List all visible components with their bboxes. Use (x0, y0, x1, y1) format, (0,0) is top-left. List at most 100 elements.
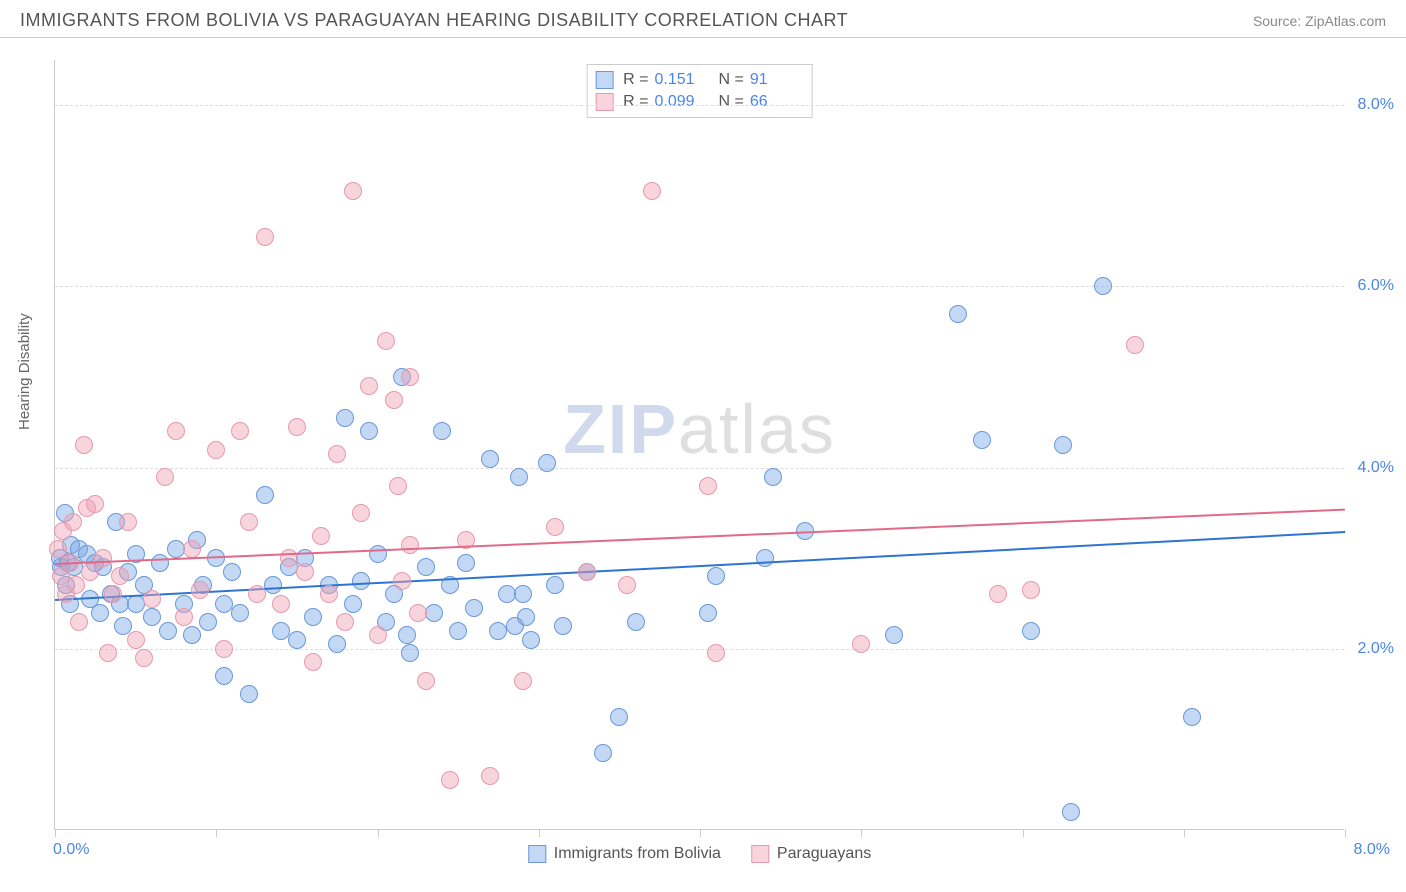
y-tick-label: 8.0% (1350, 96, 1394, 114)
data-point-paraguay (393, 572, 411, 590)
chart-plot-area: ZIPatlas R = 0.151 N = 91 R = 0.099 N = … (54, 60, 1344, 830)
y-axis-title: Hearing Disability (16, 313, 33, 430)
data-point-paraguay (328, 445, 346, 463)
y-tick-label: 6.0% (1350, 277, 1394, 295)
data-point-bolivia (328, 635, 346, 653)
x-tick (1023, 829, 1024, 837)
data-point-bolivia (510, 468, 528, 486)
data-point-bolivia (756, 549, 774, 567)
data-point-bolivia (304, 608, 322, 626)
data-point-bolivia (514, 585, 532, 603)
data-point-paraguay (296, 563, 314, 581)
data-point-paraguay (94, 549, 112, 567)
data-point-paraguay (248, 585, 266, 603)
data-point-paraguay (272, 595, 290, 613)
data-point-bolivia (554, 617, 572, 635)
data-point-paraguay (86, 495, 104, 513)
data-point-paraguay (67, 576, 85, 594)
grid-line (55, 468, 1344, 469)
data-point-bolivia (449, 622, 467, 640)
data-point-bolivia (231, 604, 249, 622)
y-tick-label: 4.0% (1350, 459, 1394, 477)
x-tick (1345, 829, 1346, 837)
data-point-bolivia (522, 631, 540, 649)
swatch-bolivia-icon (528, 845, 546, 863)
data-point-bolivia (699, 604, 717, 622)
data-point-paraguay (119, 513, 137, 531)
data-point-bolivia (344, 595, 362, 613)
data-point-paraguay (707, 644, 725, 662)
data-point-paraguay (167, 422, 185, 440)
x-tick (700, 829, 701, 837)
x-max-label: 8.0% (1354, 841, 1390, 859)
data-point-bolivia (215, 595, 233, 613)
data-point-paraguay (99, 644, 117, 662)
data-point-paraguay (385, 391, 403, 409)
data-point-bolivia (336, 409, 354, 427)
data-point-bolivia (223, 563, 241, 581)
grid-line (55, 649, 1344, 650)
data-point-paraguay (401, 536, 419, 554)
data-point-paraguay (699, 477, 717, 495)
x-tick (1184, 829, 1185, 837)
data-point-bolivia (1183, 708, 1201, 726)
data-point-bolivia (949, 305, 967, 323)
data-point-bolivia (369, 545, 387, 563)
data-point-paraguay (288, 418, 306, 436)
data-point-paraguay (70, 613, 88, 631)
data-point-paraguay (256, 228, 274, 246)
data-point-paraguay (111, 567, 129, 585)
chart-source: Source: ZipAtlas.com (1253, 13, 1386, 29)
data-point-bolivia (973, 431, 991, 449)
data-point-bolivia (433, 422, 451, 440)
data-point-paraguay (183, 540, 201, 558)
swatch-paraguay (595, 93, 613, 111)
data-point-bolivia (288, 631, 306, 649)
data-point-bolivia (1022, 622, 1040, 640)
data-point-bolivia (1062, 803, 1080, 821)
data-point-paraguay (175, 608, 193, 626)
x-min-label: 0.0% (53, 841, 89, 859)
data-point-bolivia (401, 644, 419, 662)
data-point-bolivia (1094, 277, 1112, 295)
data-point-paraguay (514, 672, 532, 690)
data-point-paraguay (312, 527, 330, 545)
data-point-paraguay (578, 563, 596, 581)
chart-header: IMMIGRANTS FROM BOLIVIA VS PARAGUAYAN HE… (0, 0, 1406, 38)
data-point-paraguay (377, 332, 395, 350)
data-point-paraguay (352, 504, 370, 522)
chart-title: IMMIGRANTS FROM BOLIVIA VS PARAGUAYAN HE… (20, 10, 848, 31)
data-point-paraguay (546, 518, 564, 536)
data-point-bolivia (457, 554, 475, 572)
data-point-paraguay (369, 626, 387, 644)
data-point-bolivia (594, 744, 612, 762)
data-point-paraguay (360, 377, 378, 395)
x-tick (55, 829, 56, 837)
legend-stats-row-2: R = 0.099 N = 66 (595, 91, 804, 113)
legend-series: Immigrants from Bolivia Paraguayans (528, 845, 871, 863)
data-point-paraguay (143, 590, 161, 608)
data-point-bolivia (151, 554, 169, 572)
data-point-paraguay (304, 653, 322, 671)
data-point-bolivia (143, 608, 161, 626)
data-point-bolivia (610, 708, 628, 726)
swatch-bolivia (595, 71, 613, 89)
data-point-paraguay (409, 604, 427, 622)
data-point-bolivia (256, 486, 274, 504)
data-point-paraguay (401, 368, 419, 386)
y-tick-label: 2.0% (1350, 640, 1394, 658)
data-point-bolivia (159, 622, 177, 640)
data-point-paraguay (344, 182, 362, 200)
legend-item-bolivia: Immigrants from Bolivia (528, 845, 721, 863)
grid-line (55, 286, 1344, 287)
data-point-paraguay (417, 672, 435, 690)
data-point-paraguay (207, 441, 225, 459)
x-tick (216, 829, 217, 837)
data-point-paraguay (389, 477, 407, 495)
data-point-bolivia (215, 667, 233, 685)
x-tick (861, 829, 862, 837)
swatch-paraguay-icon (751, 845, 769, 863)
x-tick (378, 829, 379, 837)
grid-line (55, 105, 1344, 106)
data-point-paraguay (191, 581, 209, 599)
